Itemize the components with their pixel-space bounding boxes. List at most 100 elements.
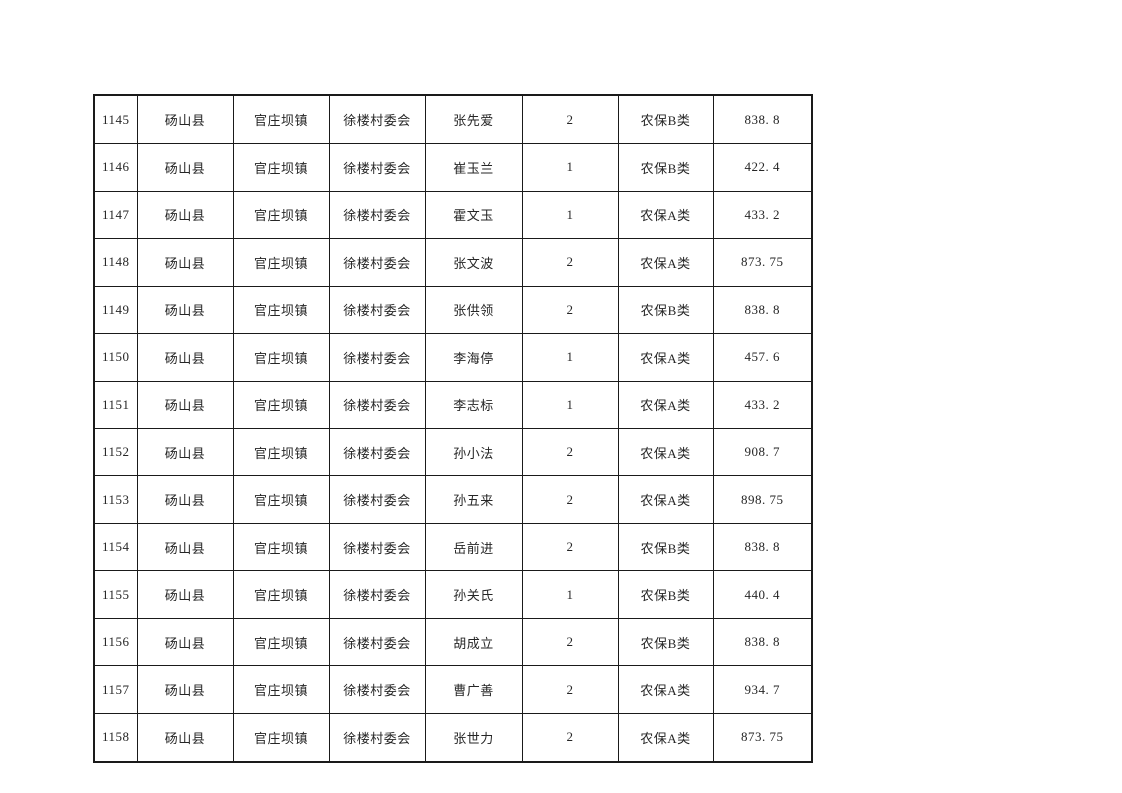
table-cell-id: 1152 xyxy=(93,427,138,477)
table-cell-count: 1 xyxy=(521,570,619,619)
table-cell-id: 1158 xyxy=(93,712,138,763)
table-row: 1152 砀山县 官庄坝镇 徐楼村委会 孙小法 2 农保A类 908. 7 xyxy=(93,427,813,477)
table-cell-amount: 934. 7 xyxy=(712,665,813,714)
table-cell-amount: 873. 75 xyxy=(712,238,813,287)
table-cell-category: 农保B类 xyxy=(617,94,714,145)
table-cell-town: 官庄坝镇 xyxy=(232,94,330,145)
table-cell-county: 砀山县 xyxy=(136,570,234,619)
table-cell-village: 徐楼村委会 xyxy=(328,143,426,192)
table-cell-id: 1151 xyxy=(93,380,138,429)
table-cell-county: 砀山县 xyxy=(136,143,234,192)
table-cell-name: 孙关氏 xyxy=(424,570,523,619)
table-cell-count: 1 xyxy=(521,190,619,240)
table-cell-village: 徐楼村委会 xyxy=(328,570,426,619)
table-cell-county: 砀山县 xyxy=(136,285,234,335)
table-cell-category: 农保B类 xyxy=(617,570,714,619)
table-row: 1148 砀山县 官庄坝镇 徐楼村委会 张文波 2 农保A类 873. 75 xyxy=(93,238,813,287)
table-cell-name: 崔玉兰 xyxy=(424,143,523,192)
table-cell-town: 官庄坝镇 xyxy=(232,475,330,524)
table-cell-amount: 440. 4 xyxy=(712,570,813,619)
table-cell-village: 徐楼村委会 xyxy=(328,285,426,335)
table-row: 1146 砀山县 官庄坝镇 徐楼村委会 崔玉兰 1 农保B类 422. 4 xyxy=(93,143,813,192)
table-cell-category: 农保A类 xyxy=(617,190,714,240)
table-cell-village: 徐楼村委会 xyxy=(328,333,426,382)
table-cell-county: 砀山县 xyxy=(136,665,234,714)
table-cell-id: 1155 xyxy=(93,570,138,619)
table-cell-town: 官庄坝镇 xyxy=(232,285,330,335)
table-cell-town: 官庄坝镇 xyxy=(232,712,330,763)
table-cell-amount: 908. 7 xyxy=(712,427,813,477)
table-row: 1153 砀山县 官庄坝镇 徐楼村委会 孙五来 2 农保A类 898. 75 xyxy=(93,475,813,524)
table-cell-category: 农保B类 xyxy=(617,617,714,667)
table-row: 1158 砀山县 官庄坝镇 徐楼村委会 张世力 2 农保A类 873. 75 xyxy=(93,712,813,763)
table-cell-county: 砀山县 xyxy=(136,380,234,429)
table-cell-amount: 838. 8 xyxy=(712,522,813,572)
table-cell-town: 官庄坝镇 xyxy=(232,333,330,382)
table-cell-count: 2 xyxy=(521,665,619,714)
table-cell-count: 1 xyxy=(521,333,619,382)
table-cell-county: 砀山县 xyxy=(136,190,234,240)
table-cell-category: 农保A类 xyxy=(617,475,714,524)
table-cell-county: 砀山县 xyxy=(136,617,234,667)
table-cell-town: 官庄坝镇 xyxy=(232,190,330,240)
table-cell-town: 官庄坝镇 xyxy=(232,522,330,572)
table-cell-category: 农保A类 xyxy=(617,333,714,382)
table-cell-category: 农保A类 xyxy=(617,712,714,763)
table-cell-name: 曹广善 xyxy=(424,665,523,714)
table-row: 1156 砀山县 官庄坝镇 徐楼村委会 胡成立 2 农保B类 838. 8 xyxy=(93,617,813,667)
table-cell-count: 1 xyxy=(521,143,619,192)
table-cell-category: 农保B类 xyxy=(617,522,714,572)
table-cell-amount: 433. 2 xyxy=(712,380,813,429)
table-cell-town: 官庄坝镇 xyxy=(232,380,330,429)
table-cell-amount: 433. 2 xyxy=(712,190,813,240)
table-cell-id: 1154 xyxy=(93,522,138,572)
table-cell-amount: 838. 8 xyxy=(712,285,813,335)
table-cell-village: 徐楼村委会 xyxy=(328,238,426,287)
table-row: 1147 砀山县 官庄坝镇 徐楼村委会 霍文玉 1 农保A类 433. 2 xyxy=(93,190,813,240)
table-row: 1151 砀山县 官庄坝镇 徐楼村委会 李志标 1 农保A类 433. 2 xyxy=(93,380,813,429)
table-cell-town: 官庄坝镇 xyxy=(232,143,330,192)
table-cell-count: 2 xyxy=(521,427,619,477)
table-cell-village: 徐楼村委会 xyxy=(328,617,426,667)
table-cell-village: 徐楼村委会 xyxy=(328,380,426,429)
table-cell-category: 农保A类 xyxy=(617,427,714,477)
table-cell-id: 1146 xyxy=(93,143,138,192)
table-cell-town: 官庄坝镇 xyxy=(232,617,330,667)
table-cell-id: 1149 xyxy=(93,285,138,335)
table-cell-id: 1145 xyxy=(93,94,138,145)
table-cell-id: 1156 xyxy=(93,617,138,667)
table-cell-amount: 838. 8 xyxy=(712,94,813,145)
table-row: 1149 砀山县 官庄坝镇 徐楼村委会 张供领 2 农保B类 838. 8 xyxy=(93,285,813,335)
table-cell-count: 2 xyxy=(521,475,619,524)
table-cell-name: 胡成立 xyxy=(424,617,523,667)
payment-roster-table: 1145 砀山县 官庄坝镇 徐楼村委会 张先爱 2 农保B类 838. 8 1146 砀山县 官庄坝… xyxy=(93,94,813,763)
table-cell-town: 官庄坝镇 xyxy=(232,665,330,714)
table-cell-village: 徐楼村委会 xyxy=(328,475,426,524)
table-cell-town: 官庄坝镇 xyxy=(232,427,330,477)
table-cell-id: 1150 xyxy=(93,333,138,382)
table-row: 1150 砀山县 官庄坝镇 徐楼村委会 李海停 1 农保A类 457. 6 xyxy=(93,333,813,382)
table-cell-name: 张先爱 xyxy=(424,94,523,145)
table-cell-count: 2 xyxy=(521,712,619,763)
table-cell-count: 2 xyxy=(521,94,619,145)
table-cell-name: 张供领 xyxy=(424,285,523,335)
table-cell-town: 官庄坝镇 xyxy=(232,570,330,619)
table-cell-category: 农保B类 xyxy=(617,285,714,335)
table-cell-town: 官庄坝镇 xyxy=(232,238,330,287)
table-cell-id: 1157 xyxy=(93,665,138,714)
table-cell-category: 农保B类 xyxy=(617,143,714,192)
table-cell-amount: 422. 4 xyxy=(712,143,813,192)
table-cell-county: 砀山县 xyxy=(136,333,234,382)
table-cell-category: 农保A类 xyxy=(617,238,714,287)
table-cell-count: 2 xyxy=(521,238,619,287)
table-row: 1154 砀山县 官庄坝镇 徐楼村委会 岳前进 2 农保B类 838. 8 xyxy=(93,522,813,572)
table-cell-village: 徐楼村委会 xyxy=(328,522,426,572)
table-cell-county: 砀山县 xyxy=(136,427,234,477)
table-cell-name: 李海停 xyxy=(424,333,523,382)
table-cell-amount: 838. 8 xyxy=(712,617,813,667)
payment-roster-table-body: 1145 砀山县 官庄坝镇 徐楼村委会 张先爱 2 农保B类 838. 8 1146 砀山县 官庄坝… xyxy=(93,94,813,763)
table-cell-village: 徐楼村委会 xyxy=(328,94,426,145)
table-row: 1157 砀山县 官庄坝镇 徐楼村委会 曹广善 2 农保A类 934. 7 xyxy=(93,665,813,714)
table-cell-amount: 457. 6 xyxy=(712,333,813,382)
